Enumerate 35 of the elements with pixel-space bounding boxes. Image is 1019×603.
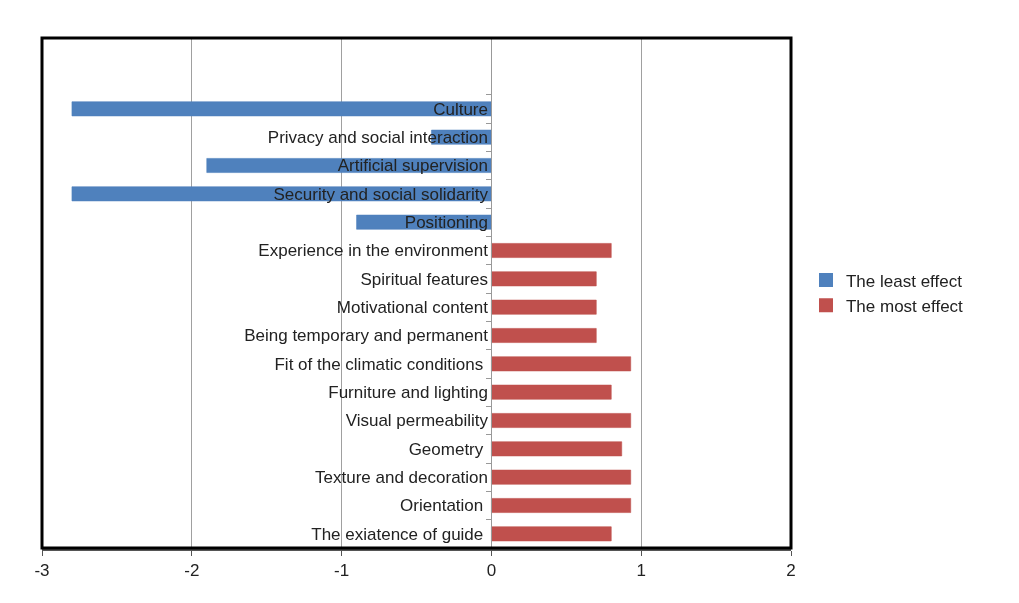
- x-tick-label: -1: [334, 561, 350, 581]
- y-tick-label: Artificial supervision: [337, 156, 488, 176]
- y-tick-label: Fit of the climatic conditions: [274, 354, 488, 374]
- bar: [491, 299, 597, 315]
- bar: [71, 101, 492, 117]
- y-tick-label: Motivational content: [336, 298, 489, 318]
- bar: [491, 384, 612, 400]
- bar: [491, 469, 632, 485]
- y-tick-label: Geometry: [408, 439, 488, 459]
- legend-label: The least effect: [845, 271, 963, 291]
- y-tick-label: Being temporary and permanent: [244, 326, 489, 346]
- y-tick-label: Visual permeability: [345, 411, 489, 431]
- y-tick-label: Furniture and lighting: [328, 383, 488, 403]
- y-tick-label: Orientation: [400, 496, 488, 516]
- x-tick-label: 1: [636, 561, 646, 581]
- x-tick-label: 0: [486, 561, 497, 581]
- bar: [491, 413, 632, 428]
- y-tick-label: Positioning: [404, 213, 488, 233]
- y-tick-label: Texture and decoration: [315, 468, 488, 488]
- bar: [491, 498, 632, 513]
- bar: [491, 243, 612, 258]
- x-tick-label: -2: [184, 561, 200, 581]
- bar: [491, 356, 632, 372]
- y-tick-label: Security and social solidarity: [273, 184, 489, 204]
- y-tick-label: The exiatence of guide: [311, 524, 488, 544]
- y-tick-label: Culture: [433, 99, 488, 119]
- legend-label: The most effect: [845, 296, 964, 316]
- x-tick-label: -3: [34, 561, 50, 581]
- bar: [491, 271, 597, 287]
- y-tick-label: Spiritual features: [360, 269, 488, 289]
- bar: [491, 328, 597, 343]
- bar: [491, 441, 623, 457]
- y-tick-label: Experience in the environment: [258, 241, 489, 261]
- x-tick-label: 2: [786, 561, 796, 581]
- bar: [491, 526, 612, 542]
